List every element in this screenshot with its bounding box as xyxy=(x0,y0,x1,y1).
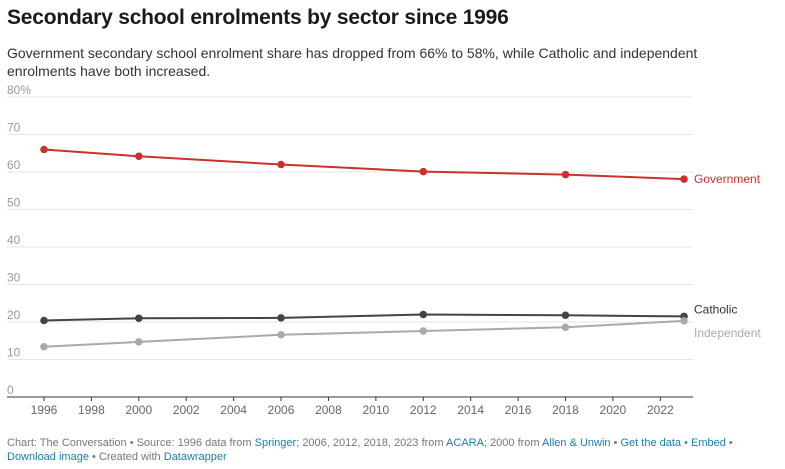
data-point-catholic xyxy=(40,317,48,325)
data-point-catholic xyxy=(135,314,143,322)
chart-footer: Chart: The Conversation • Source: 1996 d… xyxy=(7,436,777,464)
x-tick-label: 2014 xyxy=(457,403,484,417)
data-point-independent xyxy=(562,323,570,331)
data-point-independent xyxy=(277,331,285,339)
footer-text: ; 2006, 2012, 2018, 2023 from xyxy=(296,437,446,449)
footer-separator: • xyxy=(681,437,691,449)
footer-text: • Created with xyxy=(89,451,164,463)
y-tick-label: 30 xyxy=(7,271,21,285)
footer-separator: • xyxy=(611,437,621,449)
data-point-independent xyxy=(419,327,427,335)
footer-credit: Chart: The Conversation • Source: 1996 d… xyxy=(7,437,255,449)
x-tick-label: 1996 xyxy=(31,403,58,417)
footer-separator: • xyxy=(726,437,733,449)
y-tick-label: 40 xyxy=(7,233,21,247)
data-point-government xyxy=(277,161,285,169)
data-point-government xyxy=(135,152,143,160)
data-point-government xyxy=(680,175,688,183)
download-image-link[interactable]: Download image xyxy=(7,451,89,463)
x-tick-label: 2022 xyxy=(647,403,674,417)
x-tick-label: 2010 xyxy=(363,403,390,417)
data-point-government xyxy=(562,171,570,179)
y-tick-label: 60 xyxy=(7,158,21,172)
y-tick-label: 0 xyxy=(7,383,14,397)
y-tick-label: 20 xyxy=(7,308,21,322)
series-label-government: Government xyxy=(694,172,761,186)
acara-link[interactable]: ACARA xyxy=(446,437,484,449)
data-point-independent xyxy=(40,343,48,351)
x-tick-label: 2020 xyxy=(600,403,627,417)
footer-text: ; 2000 from xyxy=(484,437,542,449)
y-tick-label: 70 xyxy=(7,121,21,135)
y-tick-label: 50 xyxy=(7,196,21,210)
data-point-catholic xyxy=(419,311,427,319)
data-point-independent xyxy=(680,317,688,325)
x-tick-label: 2008 xyxy=(315,403,342,417)
x-tick-label: 2006 xyxy=(268,403,295,417)
x-tick-label: 2016 xyxy=(505,403,532,417)
data-point-independent xyxy=(135,338,143,346)
x-tick-label: 2012 xyxy=(410,403,437,417)
x-tick-label: 2018 xyxy=(552,403,579,417)
x-tick-label: 2002 xyxy=(173,403,200,417)
data-point-catholic xyxy=(277,314,285,322)
embed-link[interactable]: Embed xyxy=(691,437,726,449)
data-point-government xyxy=(419,168,427,176)
x-tick-label: 2004 xyxy=(220,403,247,417)
datawrapper-link[interactable]: Datawrapper xyxy=(164,451,227,463)
data-point-catholic xyxy=(562,311,570,319)
get-data-link[interactable]: Get the data xyxy=(621,437,682,449)
line-chart: 0 10 20 30 40 50 60 70 80% 1996 1998 2000 2002 2004 20… xyxy=(0,0,785,430)
data-point-government xyxy=(40,146,48,154)
series-label-catholic: Catholic xyxy=(694,302,737,316)
x-tick-label: 1998 xyxy=(78,403,105,417)
y-tick-label: 80% xyxy=(7,83,31,97)
series-label-independent: Independent xyxy=(694,326,761,340)
allen-unwin-link[interactable]: Allen & Unwin xyxy=(542,437,610,449)
springer-link[interactable]: Springer xyxy=(255,437,297,449)
y-tick-label: 10 xyxy=(7,346,21,360)
x-tick-label: 2000 xyxy=(125,403,152,417)
